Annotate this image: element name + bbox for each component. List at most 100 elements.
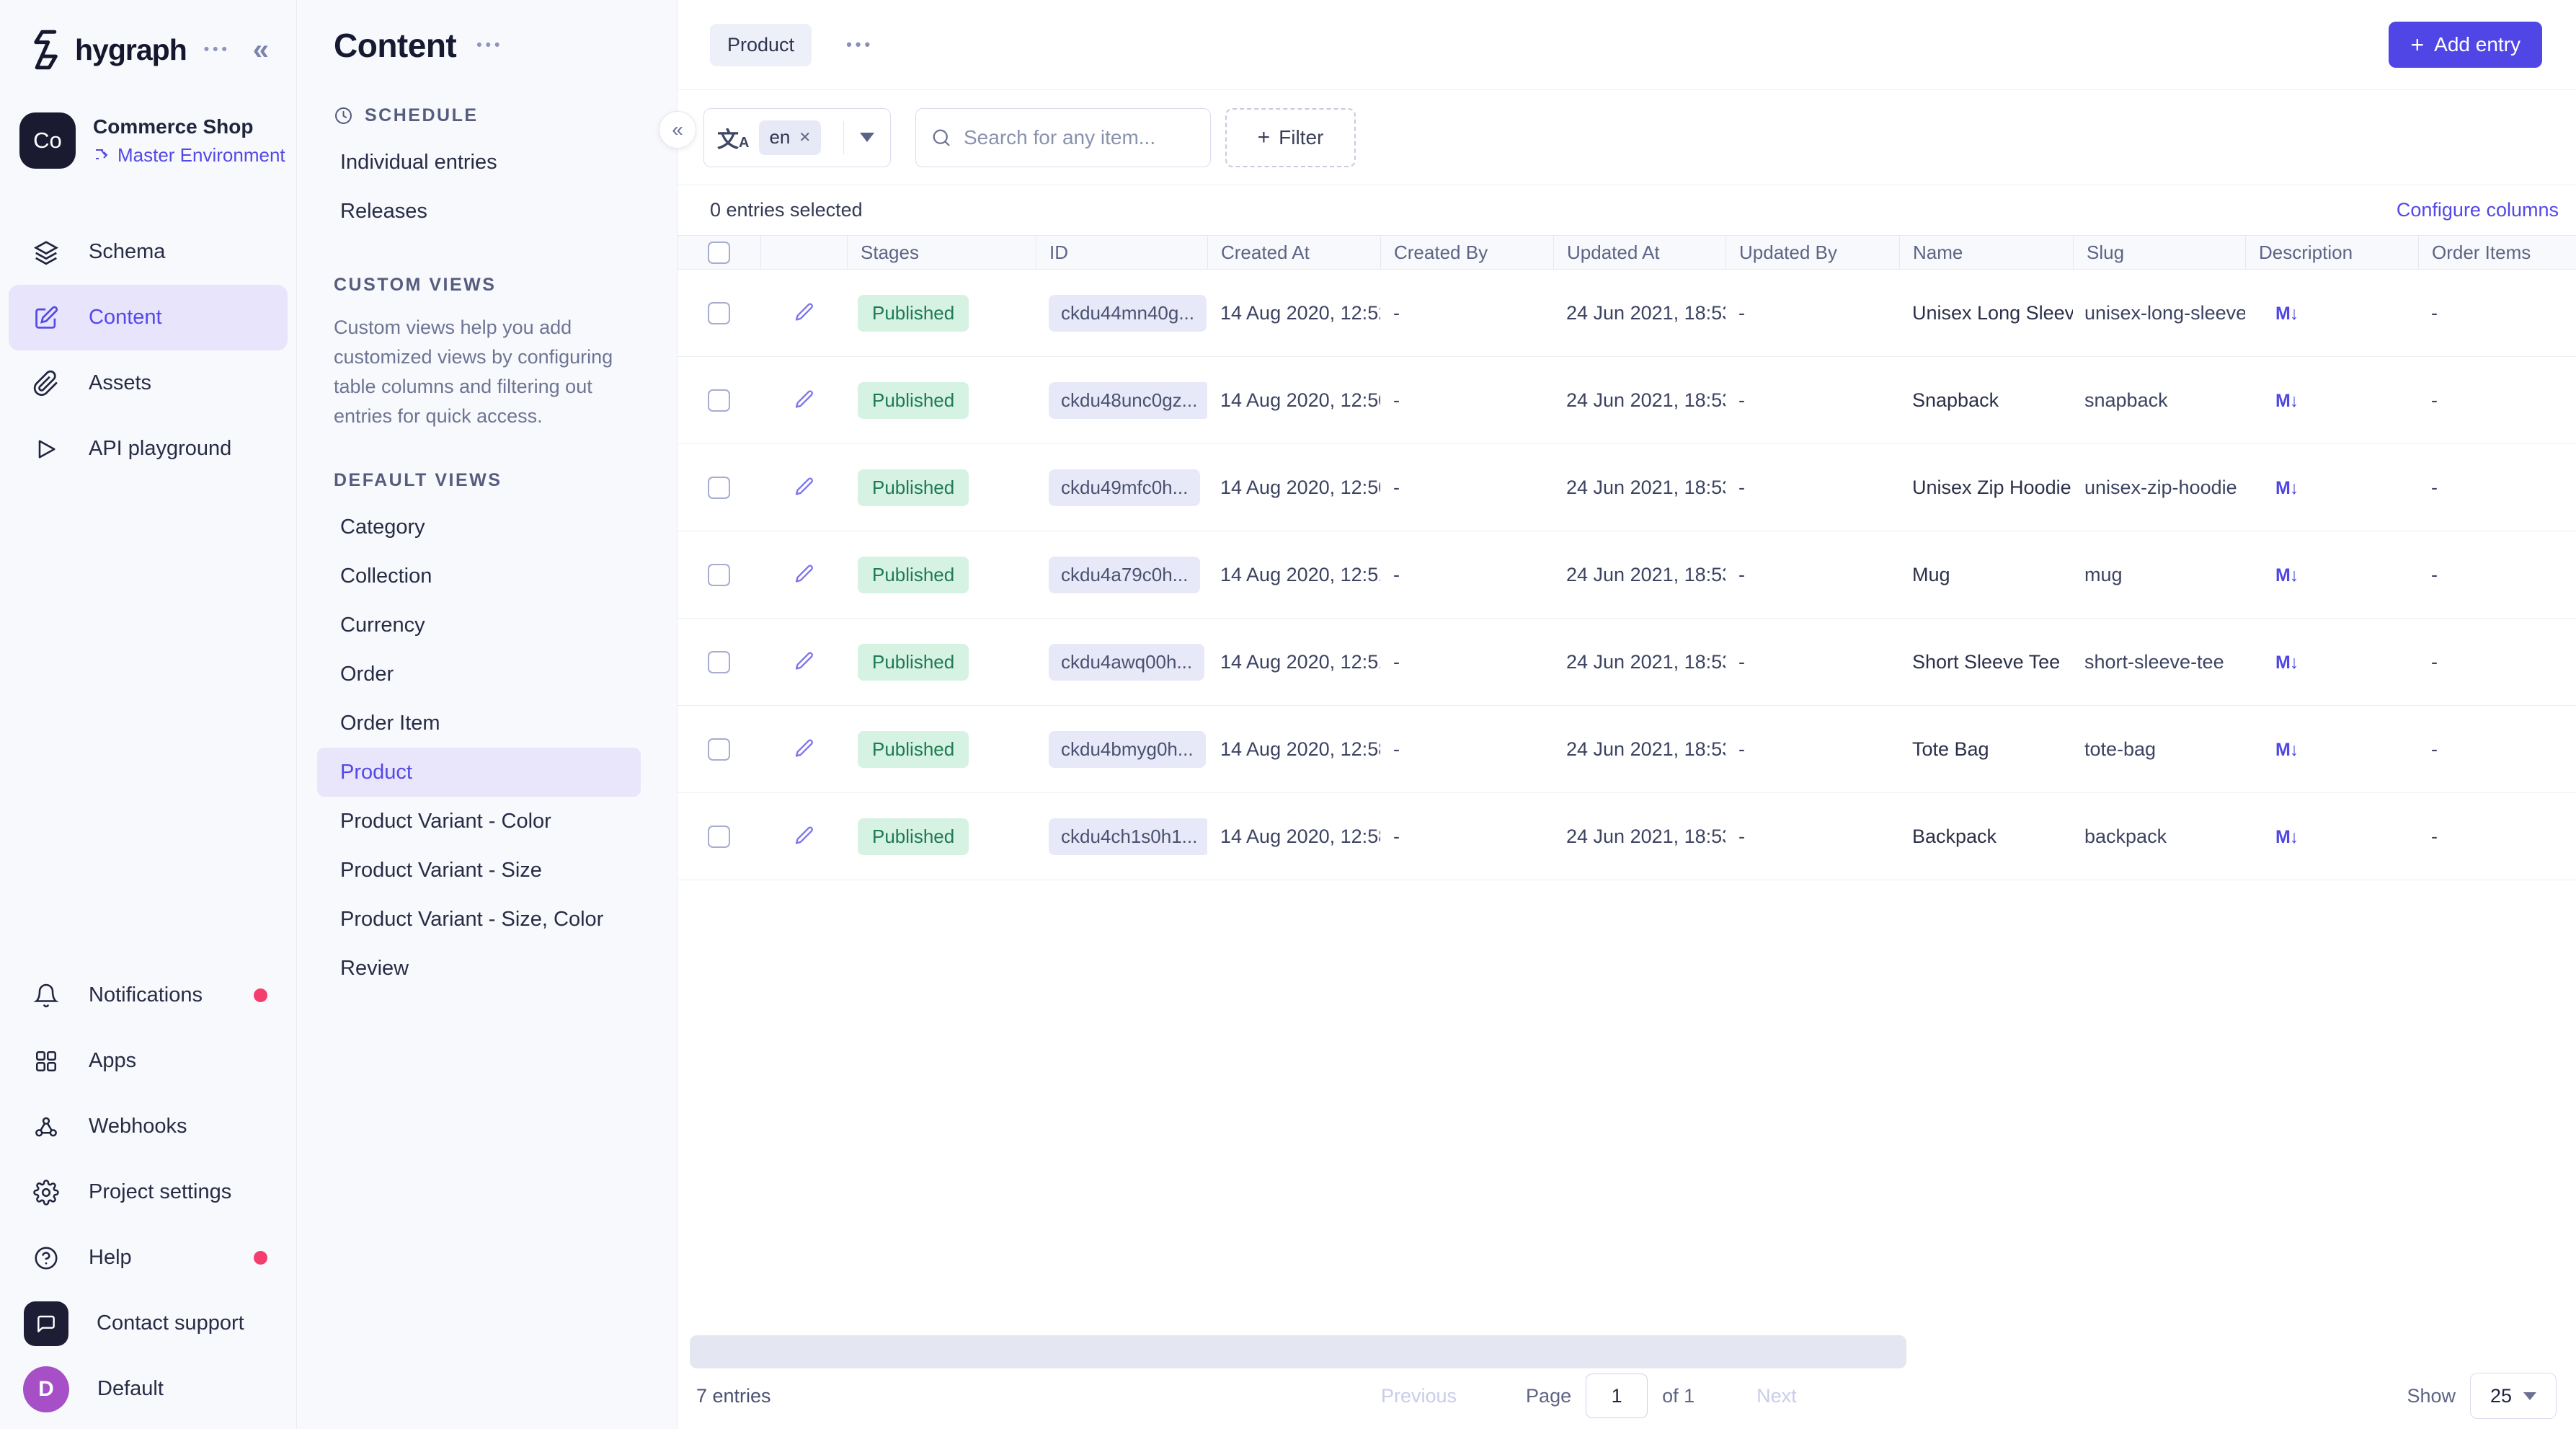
primary-nav: Schema Content Assets API playground xyxy=(0,219,296,482)
edit-icon[interactable] xyxy=(792,825,816,849)
view-item-product-variant-size-color[interactable]: Product Variant - Size, Color xyxy=(334,895,648,944)
search-input[interactable] xyxy=(964,126,1196,149)
remove-locale-icon[interactable]: ✕ xyxy=(799,128,811,146)
order-items-cell: - xyxy=(2418,389,2576,412)
page-size-select[interactable]: 25 xyxy=(2470,1373,2557,1419)
edit-square-icon xyxy=(32,304,61,332)
column-header-updated-by[interactable]: Updated By xyxy=(1726,236,1899,269)
updated-at-cell: 24 Jun 2021, 18:53 xyxy=(1553,826,1726,848)
column-header-created-by[interactable]: Created By xyxy=(1380,236,1553,269)
view-item-product-variant-size[interactable]: Product Variant - Size xyxy=(334,846,648,895)
sidebar-item-assets[interactable]: Assets xyxy=(9,350,288,416)
sidebar-item-user-default[interactable]: D Default xyxy=(9,1356,288,1422)
sidebar-item-content[interactable]: Content xyxy=(9,285,288,350)
configure-columns-link[interactable]: Configure columns xyxy=(2397,199,2559,221)
row-checkbox[interactable] xyxy=(708,477,730,499)
content-menu-dots-icon[interactable]: ••• xyxy=(476,37,503,54)
column-header-order-items[interactable]: Order Items xyxy=(2418,236,2576,269)
edit-icon[interactable] xyxy=(792,563,816,587)
grid-icon xyxy=(32,1048,61,1074)
add-entry-button[interactable]: + Add entry xyxy=(2389,22,2542,68)
table-row[interactable]: Published ckdu4awq00h... 14 Aug 2020, 12… xyxy=(678,619,2576,706)
sidebar-collapse-icon[interactable]: « xyxy=(253,35,269,64)
column-header-name[interactable]: Name xyxy=(1899,236,2073,269)
sidebar-item-api-playground[interactable]: API playground xyxy=(9,416,288,482)
view-item-order-item[interactable]: Order Item xyxy=(334,699,648,748)
column-header-updated-at[interactable]: Updated At xyxy=(1553,236,1726,269)
table-row[interactable]: Published ckdu44mn40g... 14 Aug 2020, 12… xyxy=(678,270,2576,357)
view-item-category[interactable]: Category xyxy=(334,503,648,552)
view-menu-dots-icon[interactable]: ••• xyxy=(846,35,874,54)
panel-item-releases[interactable]: Releases xyxy=(334,187,648,236)
edit-icon[interactable] xyxy=(792,650,816,674)
sidebar-item-label: Help xyxy=(89,1246,132,1270)
name-cell: Short Sleeve Tee xyxy=(1899,651,2073,673)
slug-cell: tote-bag xyxy=(2073,738,2245,761)
horizontal-scrollbar[interactable] xyxy=(690,1335,1906,1368)
previous-page-button[interactable]: Previous xyxy=(1381,1385,1457,1407)
entry-id-chip: ckdu4awq00h... xyxy=(1049,644,1204,681)
page-number-input[interactable] xyxy=(1586,1373,1648,1418)
row-checkbox[interactable] xyxy=(708,651,730,673)
page-size-control: Show 25 xyxy=(2407,1373,2557,1419)
view-item-review[interactable]: Review xyxy=(334,944,648,993)
filter-label: Filter xyxy=(1279,126,1323,149)
column-header-description[interactable]: Description xyxy=(2245,236,2418,269)
select-all-checkbox[interactable] xyxy=(708,242,730,264)
table-row[interactable]: Published ckdu4a79c0h... 14 Aug 2020, 12… xyxy=(678,531,2576,619)
view-item-currency[interactable]: Currency xyxy=(334,601,648,650)
locale-select[interactable]: 文A en ✕ xyxy=(703,108,891,167)
column-header-slug[interactable]: Slug xyxy=(2073,236,2245,269)
column-header-stages[interactable]: Stages xyxy=(847,236,1036,269)
table-row[interactable]: Published ckdu49mfc0h... 14 Aug 2020, 12… xyxy=(678,444,2576,531)
view-item-order[interactable]: Order xyxy=(334,650,648,699)
sidebar-item-webhooks[interactable]: Webhooks xyxy=(9,1094,288,1159)
panel-collapse-button[interactable]: « xyxy=(659,111,696,149)
sidebar-item-contact-support[interactable]: Contact support xyxy=(9,1291,288,1356)
table-row[interactable]: Published ckdu48unc0gz... 14 Aug 2020, 1… xyxy=(678,357,2576,444)
created-by-cell: - xyxy=(1380,389,1553,412)
markdown-icon: M↓ xyxy=(2275,827,2298,847)
chevron-down-icon xyxy=(860,133,874,142)
next-page-button[interactable]: Next xyxy=(1756,1385,1797,1407)
environment-link[interactable]: Master Environment xyxy=(93,144,285,167)
paperclip-icon xyxy=(32,370,61,397)
hygraph-logo-icon xyxy=(30,29,68,71)
page-size-value: 25 xyxy=(2490,1385,2512,1407)
row-checkbox[interactable] xyxy=(708,389,730,412)
row-checkbox[interactable] xyxy=(708,302,730,324)
column-header-created-at[interactable]: Created At xyxy=(1207,236,1380,269)
view-item-product-variant-color[interactable]: Product Variant - Color xyxy=(334,797,648,846)
panel-item-individual-entries[interactable]: Individual entries xyxy=(334,138,648,187)
sidebar-item-apps[interactable]: Apps xyxy=(9,1028,288,1094)
search-box xyxy=(915,108,1211,167)
edit-icon[interactable] xyxy=(792,738,816,761)
stage-badge: Published xyxy=(858,295,969,332)
row-checkbox[interactable] xyxy=(708,826,730,848)
sidebar-item-project-settings[interactable]: Project settings xyxy=(9,1159,288,1225)
sidebar-item-schema[interactable]: Schema xyxy=(9,219,288,285)
edit-icon[interactable] xyxy=(792,476,816,500)
filter-button[interactable]: + Filter xyxy=(1225,108,1356,167)
sidebar-item-notifications[interactable]: Notifications xyxy=(9,963,288,1028)
stage-badge: Published xyxy=(858,818,969,855)
column-header-id[interactable]: ID xyxy=(1036,236,1207,269)
custom-views-section: CUSTOM VIEWS Custom views help you add c… xyxy=(334,275,648,431)
markdown-icon: M↓ xyxy=(2275,565,2298,585)
slug-cell: mug xyxy=(2073,564,2245,586)
edit-icon[interactable] xyxy=(792,389,816,412)
view-item-collection[interactable]: Collection xyxy=(334,552,648,601)
sidebar-item-help[interactable]: Help xyxy=(9,1225,288,1291)
workspace-menu-dots-icon[interactable]: ••• xyxy=(204,41,231,58)
updated-at-cell: 24 Jun 2021, 18:53 xyxy=(1553,651,1726,673)
order-items-cell: - xyxy=(2418,826,2576,848)
table-row[interactable]: Published ckdu4ch1s0h1... 14 Aug 2020, 1… xyxy=(678,793,2576,880)
view-item-product[interactable]: Product xyxy=(317,748,641,797)
order-items-cell: - xyxy=(2418,302,2576,324)
project-switcher[interactable]: Co Commerce Shop Master Environment xyxy=(19,112,296,169)
row-checkbox[interactable] xyxy=(708,564,730,586)
row-checkbox[interactable] xyxy=(708,738,730,761)
edit-icon[interactable] xyxy=(792,301,816,325)
tab-product[interactable]: Product xyxy=(710,24,812,66)
table-row[interactable]: Published ckdu4bmyg0h... 14 Aug 2020, 12… xyxy=(678,706,2576,793)
